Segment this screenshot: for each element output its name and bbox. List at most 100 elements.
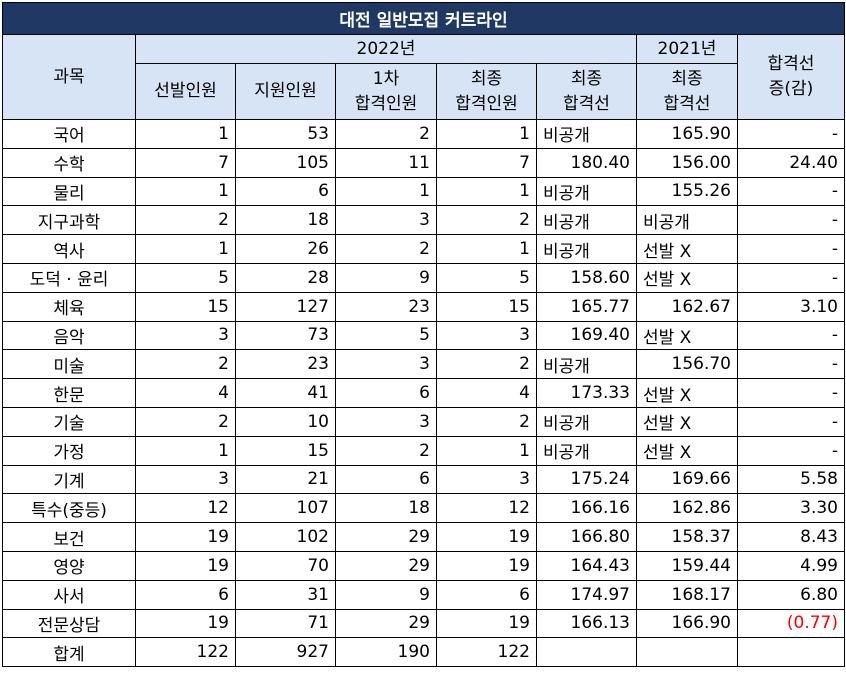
cell-final-pass: 12 <box>436 493 537 524</box>
table-title: 대전 일반모집 커트라인 <box>2 2 845 35</box>
header-selected: 선발인원 <box>135 63 236 120</box>
cell-selected: 19 <box>135 550 236 581</box>
cell-change: - <box>737 176 845 207</box>
header-cut-2022-line2: 합격선 <box>563 93 610 114</box>
cell-change: 24.40 <box>737 147 845 178</box>
table-row: 한문 4 41 6 4 173.33 선발 X- <box>2 378 845 408</box>
cell-cut-2022: 173.33 <box>536 378 637 408</box>
cell-subject: 전문상담 <box>2 608 136 639</box>
cell-applied: 53 <box>235 119 336 149</box>
cell-selected: 2 <box>135 406 236 437</box>
table-row: 기술 2 10 3 2 비공개 선발 X- <box>2 406 845 437</box>
cell-final-pass: 1 <box>436 176 537 207</box>
cell-first-pass: 11 <box>335 147 437 178</box>
cell-selected: 2 <box>135 205 236 236</box>
cell-applied: 31 <box>235 579 336 610</box>
cell-final-pass: 1 <box>436 435 537 466</box>
cell-change: - <box>737 234 845 264</box>
table-row: 전문상담 19 71 29 19 166.13 166.90 (0.77) <box>2 608 845 639</box>
cell-selected: 7 <box>135 147 236 178</box>
cell-final-pass: 19 <box>436 608 537 639</box>
header-cut-2021-line1: 최종 <box>671 68 703 89</box>
header-first-pass-line1: 1차 <box>372 68 400 89</box>
table-row: 수학 7 105 11 7 180.40 156.00 24.40 <box>2 147 845 178</box>
cell-cut-2022: 166.16 <box>536 493 637 524</box>
cell-subject: 사서 <box>2 579 136 610</box>
cell-subject: 역사 <box>2 234 136 264</box>
cell-cut-2022: 158.60 <box>536 262 637 293</box>
cell-cut-2022: 165.77 <box>536 291 637 322</box>
cell-cut-2022: 비공개 <box>536 176 637 207</box>
header-change-line1: 합격선 <box>767 54 815 75</box>
cell-subject: 기술 <box>2 406 136 437</box>
cell-selected: 15 <box>135 291 236 322</box>
cell-applied: 18 <box>235 205 336 236</box>
cell-cut-2021: 비공개 <box>636 205 738 236</box>
header-first-pass-line2: 합격인원 <box>354 93 418 114</box>
cell-selected: 6 <box>135 579 236 610</box>
cell-final-pass: 1 <box>436 119 537 149</box>
cell-subject: 음악 <box>2 320 136 351</box>
cell-change: (0.77) <box>737 608 845 639</box>
cell-cut-2021: 156.70 <box>636 349 738 380</box>
cell-final-pass: 7 <box>436 147 537 178</box>
cell-selected: 5 <box>135 262 236 293</box>
header-year-2022: 2022년 <box>135 34 637 64</box>
cell-change: 3.30 <box>737 493 845 524</box>
cell-subject: 물리 <box>2 176 136 207</box>
cell-subject: 지구과학 <box>2 205 136 236</box>
cell-applied: 927 <box>235 637 336 668</box>
cell-applied: 105 <box>235 147 336 178</box>
cell-change: - <box>737 349 845 380</box>
cell-selected: 122 <box>135 637 236 668</box>
cell-final-pass: 3 <box>436 464 537 495</box>
cell-selected: 2 <box>135 349 236 380</box>
cell-cut-2022: 166.80 <box>536 522 637 552</box>
cell-cut-2021: 선발 X <box>636 406 738 437</box>
table-row: 가정 1 15 2 1 비공개 선발 X- <box>2 435 845 466</box>
cell-subject: 보건 <box>2 522 136 552</box>
cell-first-pass: 2 <box>335 119 437 149</box>
cell-change: - <box>737 205 845 236</box>
cell-change: - <box>737 378 845 408</box>
cell-cut-2021: 165.90 <box>636 119 738 149</box>
cell-cut-2021: 선발 X <box>636 378 738 408</box>
cell-subject: 체육 <box>2 291 136 322</box>
cell-applied: 6 <box>235 176 336 207</box>
cell-cut-2022: 180.40 <box>536 147 637 178</box>
cell-subject: 도덕 · 윤리 <box>2 262 136 293</box>
cell-subject: 합계 <box>2 637 136 668</box>
cell-applied: 73 <box>235 320 336 351</box>
cell-change: - <box>737 262 845 293</box>
cell-first-pass: 3 <box>335 205 437 236</box>
cell-selected: 1 <box>135 234 236 264</box>
cell-change: - <box>737 435 845 466</box>
cell-change <box>737 637 845 668</box>
cell-cut-2022: 174.97 <box>536 579 637 610</box>
table-row: 사서 6 31 9 6 174.97 168.17 6.80 <box>2 579 845 610</box>
cell-cut-2021: 선발 X <box>636 262 738 293</box>
total-row: 합계 122 927 190 122 <box>2 637 845 668</box>
cell-final-pass: 4 <box>436 378 537 408</box>
cell-final-pass: 5 <box>436 262 537 293</box>
header-cut-2022: 최종 합격선 <box>536 63 637 120</box>
cell-cut-2022 <box>536 637 637 668</box>
cell-first-pass: 3 <box>335 349 437 380</box>
table-row: 특수(중등) 12 107 18 12 166.16 162.86 3.30 <box>2 493 845 524</box>
cell-change: - <box>737 320 845 351</box>
cell-subject: 기계 <box>2 464 136 495</box>
table-body: 국어 1 53 2 1 비공개 165.90- 수학 7 105 11 7 180.40 156.00 24… <box>2 119 845 668</box>
cell-selected: 19 <box>135 608 236 639</box>
cell-first-pass: 6 <box>335 378 437 408</box>
cell-subject: 가정 <box>2 435 136 466</box>
cell-subject: 국어 <box>2 119 136 149</box>
cell-first-pass: 9 <box>335 262 437 293</box>
cell-first-pass: 29 <box>335 550 437 581</box>
cell-first-pass: 29 <box>335 608 437 639</box>
cell-final-pass: 19 <box>436 550 537 581</box>
cell-cut-2022: 166.13 <box>536 608 637 639</box>
cell-cut-2021: 155.26 <box>636 176 738 207</box>
cell-change: 8.43 <box>737 522 845 552</box>
cell-first-pass: 6 <box>335 464 437 495</box>
header-final-pass: 최종 합격인원 <box>436 63 537 120</box>
